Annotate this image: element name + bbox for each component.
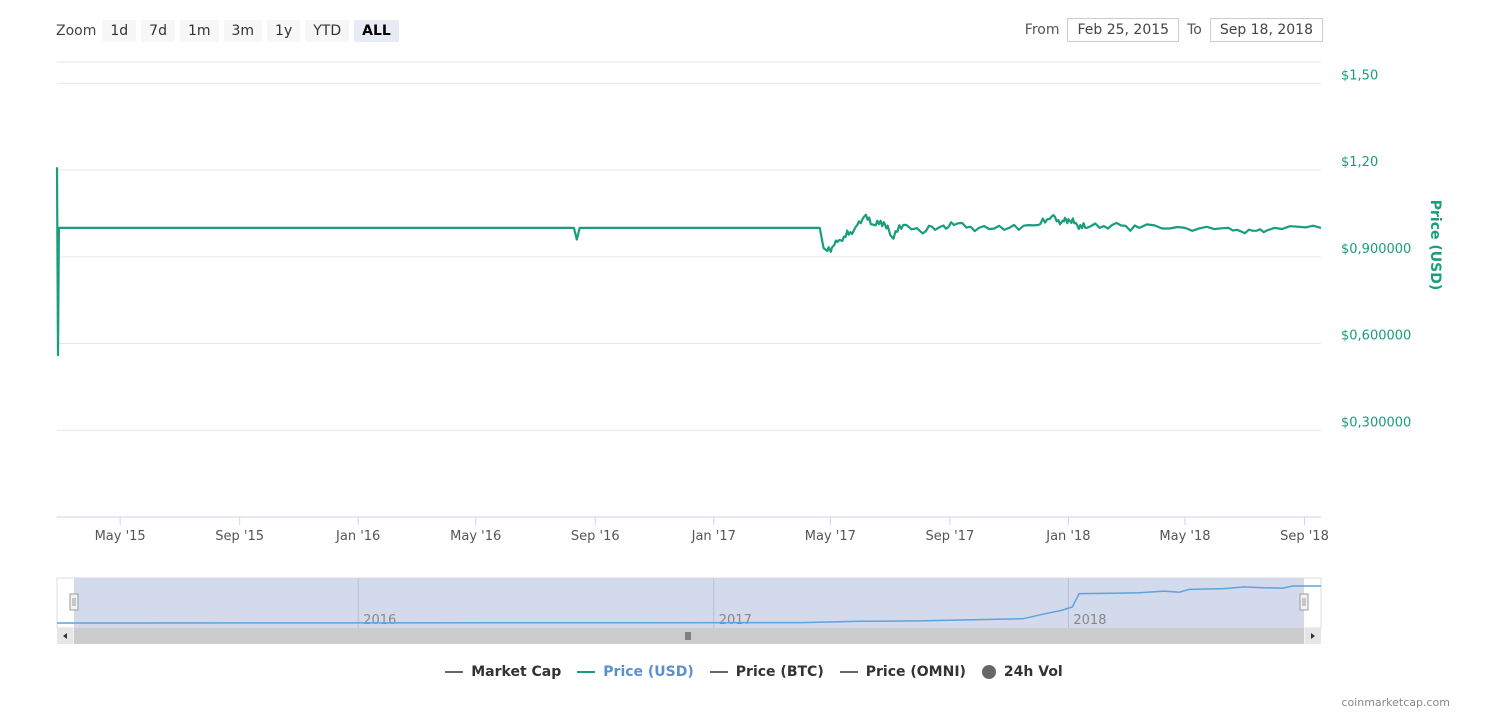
navigator-mask xyxy=(74,578,1304,628)
credit-link[interactable]: coinmarketcap.com xyxy=(1341,696,1450,709)
navigator-right-handle[interactable] xyxy=(1299,593,1309,611)
y-tick-label: $0,600000 xyxy=(1341,329,1411,344)
y-axis-label: Price (USD) xyxy=(1427,200,1443,291)
zoom-all-button[interactable]: ALL xyxy=(354,20,399,42)
y-tick-label: $1,50 xyxy=(1341,68,1378,83)
y-tick-label: $0,900000 xyxy=(1341,242,1411,257)
from-date-input[interactable]: Feb 25, 2015 xyxy=(1067,18,1180,42)
zoom-1d-button[interactable]: 1d xyxy=(102,20,137,42)
y-tick-label: $0,300000 xyxy=(1341,415,1411,430)
x-tick-label: Jan '16 xyxy=(335,529,380,544)
legend-price-omni[interactable]: Price (OMNI) xyxy=(839,664,966,680)
price-btc-line-icon xyxy=(709,671,728,673)
legend-price-btc[interactable]: Price (BTC) xyxy=(709,664,824,680)
legend-price-omni-label: Price (OMNI) xyxy=(865,664,966,680)
x-tick-label: Sep '18 xyxy=(1280,529,1329,544)
scroll-left-arrow-icon xyxy=(63,633,67,639)
scrollbar-thumb[interactable] xyxy=(74,628,1304,644)
zoom-1m-button[interactable]: 1m xyxy=(179,20,219,42)
x-tick-label: Sep '15 xyxy=(215,529,264,544)
legend-24h-vol-label: 24h Vol xyxy=(1003,664,1063,680)
legend-price-btc-label: Price (BTC) xyxy=(735,664,824,680)
navigator-year-label: 2016 xyxy=(363,613,396,628)
legend: Market Cap Price (USD) Price (BTC) Price… xyxy=(0,664,1508,680)
from-label: From xyxy=(1024,22,1060,38)
navigator-series-line xyxy=(56,585,1321,624)
date-range: From Feb 25, 2015 To Sep 18, 2018 xyxy=(1017,18,1323,42)
scroll-right-arrow-icon xyxy=(1311,633,1315,639)
x-tick-label: Sep '16 xyxy=(571,529,620,544)
price-usd-series-line xyxy=(55,167,1322,357)
price-chart: $0,300000 $0,600000 $0,900000 $1,20 $1,50 Ma… xyxy=(55,61,1443,644)
x-tick-label: May '17 xyxy=(805,529,856,544)
legend-price-usd-label: Price (USD) xyxy=(603,664,694,680)
x-tick-label: May '18 xyxy=(1159,529,1210,544)
zoom-7d-button[interactable]: 7d xyxy=(141,20,175,42)
legend-market-cap-label: Market Cap xyxy=(471,664,562,680)
x-tick-label: May '15 xyxy=(95,529,146,544)
to-label: To xyxy=(1187,22,1202,38)
zoom-1y-button[interactable]: 1y xyxy=(267,20,301,42)
market-cap-line-icon xyxy=(445,671,464,673)
navigator-year-label: 2018 xyxy=(1073,613,1106,628)
zoom-bar: Zoom 1d 7d 1m 3m 1y YTD ALL xyxy=(56,18,404,44)
price-usd-line-icon xyxy=(577,671,596,673)
zoom-3m-button[interactable]: 3m xyxy=(223,20,263,42)
zoom-label: Zoom xyxy=(56,23,97,39)
x-tick-label: May '16 xyxy=(450,529,501,544)
x-tick-label: Jan '17 xyxy=(691,529,736,544)
y-tick-label: $1,20 xyxy=(1341,155,1378,170)
zoom-ytd-button[interactable]: YTD xyxy=(305,20,350,42)
legend-24h-vol[interactable]: 24h Vol xyxy=(981,664,1063,680)
legend-price-usd[interactable]: Price (USD) xyxy=(577,664,694,680)
x-tick-label: Sep '17 xyxy=(925,529,974,544)
x-tick-label: Jan '18 xyxy=(1045,529,1090,544)
legend-market-cap[interactable]: Market Cap xyxy=(445,664,561,680)
navigator[interactable]: 2016 2017 2018 xyxy=(56,577,1322,644)
price-omni-line-icon xyxy=(839,671,858,673)
vol-dot-icon xyxy=(981,665,996,679)
to-date-input[interactable]: Sep 18, 2018 xyxy=(1209,18,1323,42)
navigator-year-label: 2017 xyxy=(719,613,752,628)
navigator-left-handle[interactable] xyxy=(69,593,79,611)
